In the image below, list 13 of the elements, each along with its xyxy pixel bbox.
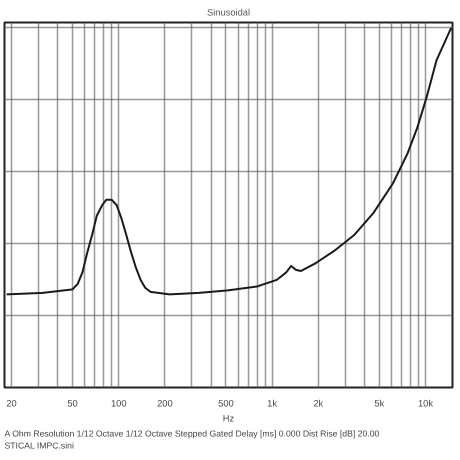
- x-tick-label: 20: [6, 398, 17, 408]
- x-tick-label: 100: [110, 398, 127, 408]
- x-tick-label: 10k: [418, 398, 434, 408]
- x-tick-label: 500: [218, 398, 234, 408]
- x-tick-label: 2k: [313, 398, 324, 408]
- x-tick-label: 50: [67, 398, 78, 408]
- chart-title: Sinusoidal: [206, 8, 250, 18]
- text: STICAL IMPC.sini: [4, 440, 74, 450]
- x-axis-title: Hz: [222, 414, 235, 424]
- x-tick-label: 200: [157, 398, 173, 408]
- text: A Ohm Resolution 1/12 Octave 1/12 Octave Stepped Gated Delay [ms] 0.000 Dist Rise [dB] 20.00: [4, 428, 380, 438]
- x-tick-label: 5k: [374, 398, 385, 408]
- x-tick-label: 1k: [267, 398, 278, 408]
